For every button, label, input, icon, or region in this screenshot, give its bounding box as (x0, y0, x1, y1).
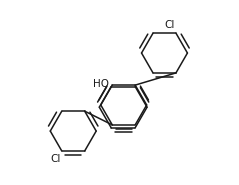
Text: Cl: Cl (50, 154, 61, 164)
Text: Cl: Cl (164, 20, 174, 30)
Text: HO: HO (92, 79, 109, 89)
